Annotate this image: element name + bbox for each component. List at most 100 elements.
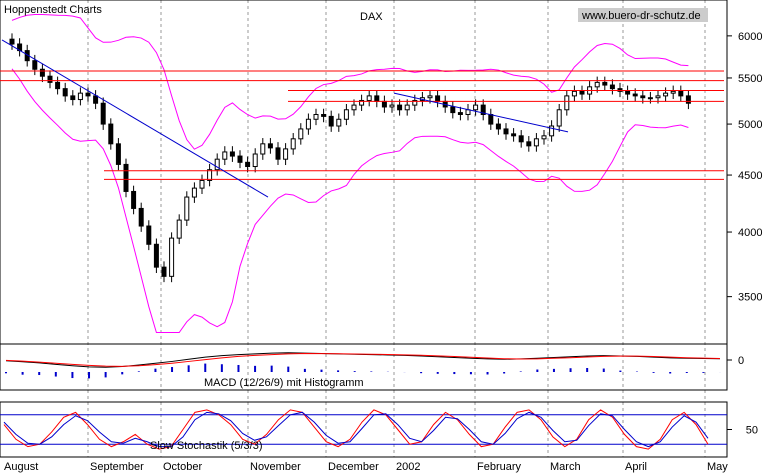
candle-body [602, 81, 608, 86]
macd-label: MACD (12/26/9) mit Histogramm [204, 377, 364, 389]
candle-body [207, 169, 213, 181]
candle-body [290, 138, 296, 150]
candle-body [153, 243, 159, 268]
grid-lines [87, 0, 706, 457]
y-tick-label: 3500 [738, 292, 762, 304]
candle-body [397, 104, 403, 111]
candle-body [275, 147, 281, 160]
candle-body [214, 158, 220, 171]
chart-title: DAX [360, 11, 383, 23]
candle-body [412, 99, 418, 106]
candle-body [298, 128, 304, 140]
stoch-label: Slow Stochastik (5/3/3) [150, 440, 263, 452]
y-tick-label: 6000 [738, 31, 762, 43]
macd-panel [5, 352, 721, 379]
price-panel [0, 13, 724, 333]
candle-body [161, 266, 167, 277]
candle-body [123, 163, 129, 192]
website-label: www.buero-dr-schutz.de [581, 10, 701, 22]
candle-body [564, 95, 570, 111]
candle-body [351, 104, 357, 111]
candle-body [541, 135, 547, 140]
y-tick-label: 5000 [738, 119, 762, 131]
x-tick-label: December [328, 461, 379, 473]
candle-body [9, 38, 15, 45]
candle-body [305, 118, 311, 130]
candle-body [176, 219, 182, 239]
candle-body [663, 92, 669, 97]
candle-body [609, 84, 615, 90]
candle-body [366, 95, 372, 101]
x-tick-label: February [477, 461, 522, 473]
candle-body [328, 115, 334, 127]
candle-body [511, 133, 517, 137]
candle-body [480, 104, 486, 115]
x-tick-label: October [163, 461, 202, 473]
candle-body [169, 237, 175, 277]
candle-body [267, 143, 273, 149]
candle-body [62, 88, 68, 97]
candle-body [685, 95, 691, 104]
candle-body [100, 102, 106, 125]
candle-body [533, 138, 539, 147]
candle-body [343, 109, 349, 120]
x-tick-label: September [90, 461, 144, 473]
candle-body [473, 104, 479, 111]
candle-body [93, 95, 99, 104]
trendline [393, 92, 569, 133]
candle-body [488, 113, 494, 125]
candle-body [313, 113, 319, 120]
candle-body [647, 97, 653, 100]
candle-body [640, 95, 646, 99]
candle-body [47, 75, 53, 83]
candle-body [70, 95, 76, 101]
candle-body [138, 207, 144, 227]
stoch-panel [0, 409, 727, 450]
x-tick-label: November [250, 461, 301, 473]
candle-body [518, 135, 524, 143]
x-tick-label: August [4, 461, 38, 473]
source-label: Hoppenstedt Charts [4, 4, 102, 16]
candle-body [503, 128, 509, 135]
candle-body [670, 90, 676, 94]
candle-body [625, 90, 631, 95]
candle-body [32, 60, 38, 70]
candle-body [336, 118, 342, 127]
stoch-d-line [3, 411, 709, 448]
x-tick-label: 2002 [396, 461, 420, 473]
stoch-tick-label: 50 [746, 425, 758, 437]
candle-body [435, 95, 441, 102]
candle-body [549, 125, 555, 137]
candle-body [245, 161, 251, 168]
candle-body [184, 196, 190, 221]
candle-body [321, 113, 327, 117]
candle-body [457, 112, 463, 115]
candle-body [556, 109, 562, 127]
x-tick-label: March [550, 461, 581, 473]
candle-body [579, 90, 585, 95]
candle-body [389, 104, 395, 108]
candle-body [237, 155, 243, 163]
candle-body [115, 143, 121, 165]
candle-body [655, 95, 661, 99]
y-tick-label: 5500 [738, 73, 762, 85]
candle-body [252, 153, 258, 168]
candle-body [678, 90, 684, 97]
x-tick-label: April [625, 461, 647, 473]
candle-body [495, 123, 501, 130]
candle-body [77, 92, 83, 101]
website-badge [578, 8, 708, 22]
candle-body [283, 148, 289, 160]
candle-body [594, 81, 600, 88]
macd-signal-line [5, 353, 721, 367]
candle-body [131, 190, 137, 209]
candle-body [146, 225, 152, 245]
candle-body [359, 99, 365, 106]
candle-body [191, 187, 197, 198]
axes: August September October November December 20… [4, 31, 762, 473]
candle-body [571, 90, 577, 97]
y-tick-label: 4500 [738, 170, 762, 182]
